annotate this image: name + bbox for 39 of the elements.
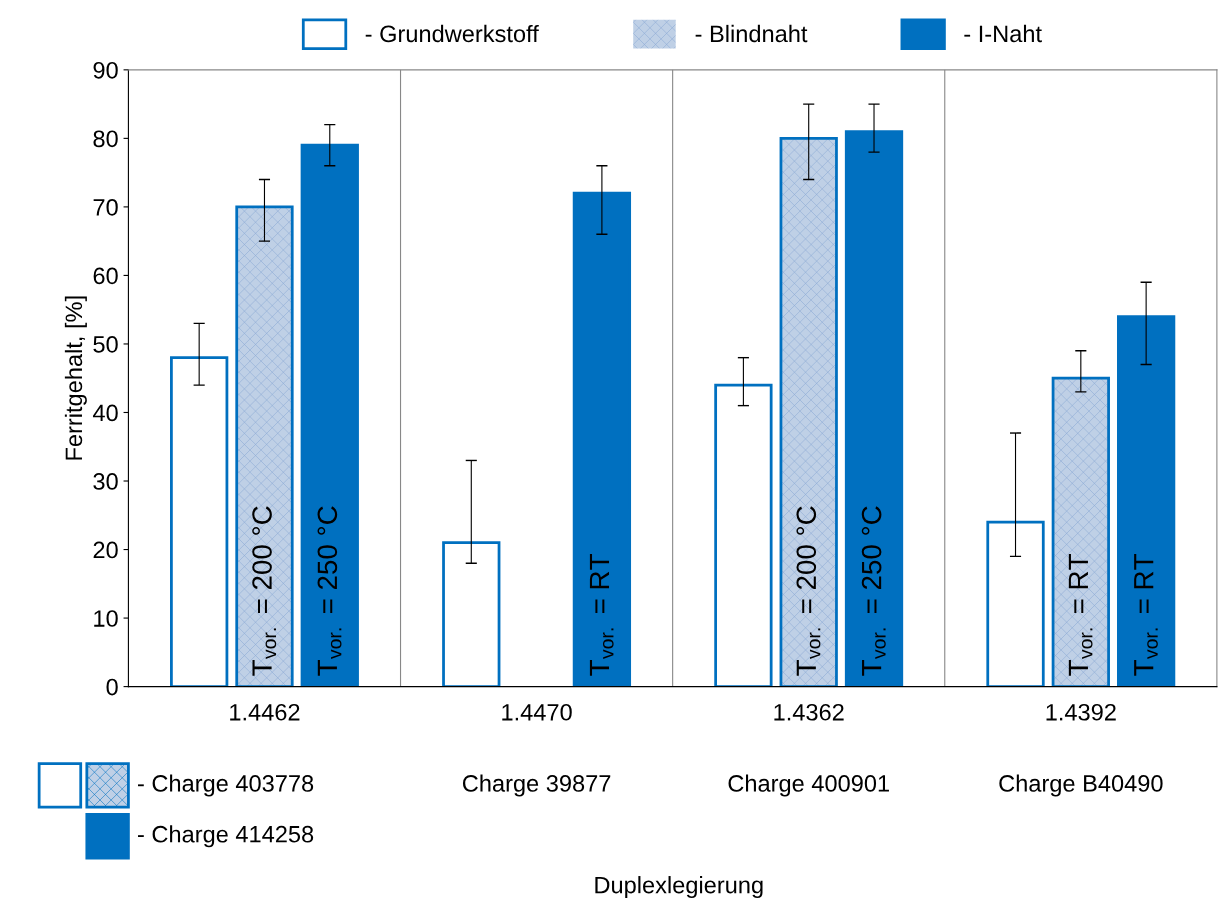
y-tick-label: 50 bbox=[93, 336, 118, 353]
y-tick-label: 70 bbox=[93, 198, 118, 216]
bar bbox=[714, 383, 773, 687]
y-tick-label: 0 bbox=[106, 678, 118, 696]
y-tick-label: 90 bbox=[93, 61, 118, 79]
x-tick-label: 1.4470 bbox=[502, 703, 572, 721]
legend-label: - Blindnaht bbox=[695, 24, 808, 43]
x-tick-label: 1.4462 bbox=[230, 703, 300, 721]
bar bbox=[986, 520, 1045, 687]
x-tick-label: 1.4362 bbox=[774, 703, 844, 721]
y-tick-label: 40 bbox=[92, 404, 118, 422]
text: Charge 39877 bbox=[462, 774, 611, 797]
bar bbox=[572, 191, 632, 687]
annotation: T$_{vor.}$ = RT bbox=[1068, 554, 1093, 676]
y-tick-label: 10 bbox=[94, 610, 118, 627]
annotation: T$_{vor.}$ = RT bbox=[589, 554, 614, 676]
y-tick-label: 20 bbox=[93, 541, 118, 559]
bar bbox=[300, 143, 359, 687]
text: Duplexlegierung bbox=[595, 876, 763, 899]
y-axis-title: Ferritgehalt, [%] bbox=[64, 296, 87, 460]
text: - Charge 403778 bbox=[138, 774, 314, 797]
bar bbox=[170, 356, 229, 687]
bar bbox=[1116, 315, 1176, 687]
annotation: T$_{vor.}$ = 200 °C bbox=[252, 506, 277, 676]
text: Charge B40490 bbox=[999, 774, 1163, 797]
x-tick-label: 1.4392 bbox=[1046, 703, 1116, 721]
y-tick-label: 60 bbox=[93, 267, 118, 285]
annotation: T$_{vor.}$ = 250 °C bbox=[861, 506, 886, 676]
y-tick-label: 30 bbox=[93, 473, 118, 490]
bar bbox=[442, 541, 501, 687]
legend-label: - Grundwerkstoff bbox=[365, 24, 539, 43]
text: Charge 400901 bbox=[728, 774, 889, 797]
annotation: T$_{vor.}$ = 200 °C bbox=[796, 506, 821, 676]
annotation: T$_{vor.}$ = 250 °C bbox=[317, 506, 342, 676]
annotation: T$_{vor.}$ = RT bbox=[1134, 554, 1158, 676]
text: - Charge 414258 bbox=[138, 825, 314, 848]
legend-label: - I-Naht bbox=[964, 24, 1042, 43]
bar bbox=[844, 130, 904, 687]
y-tick-label: 80 bbox=[93, 130, 118, 148]
